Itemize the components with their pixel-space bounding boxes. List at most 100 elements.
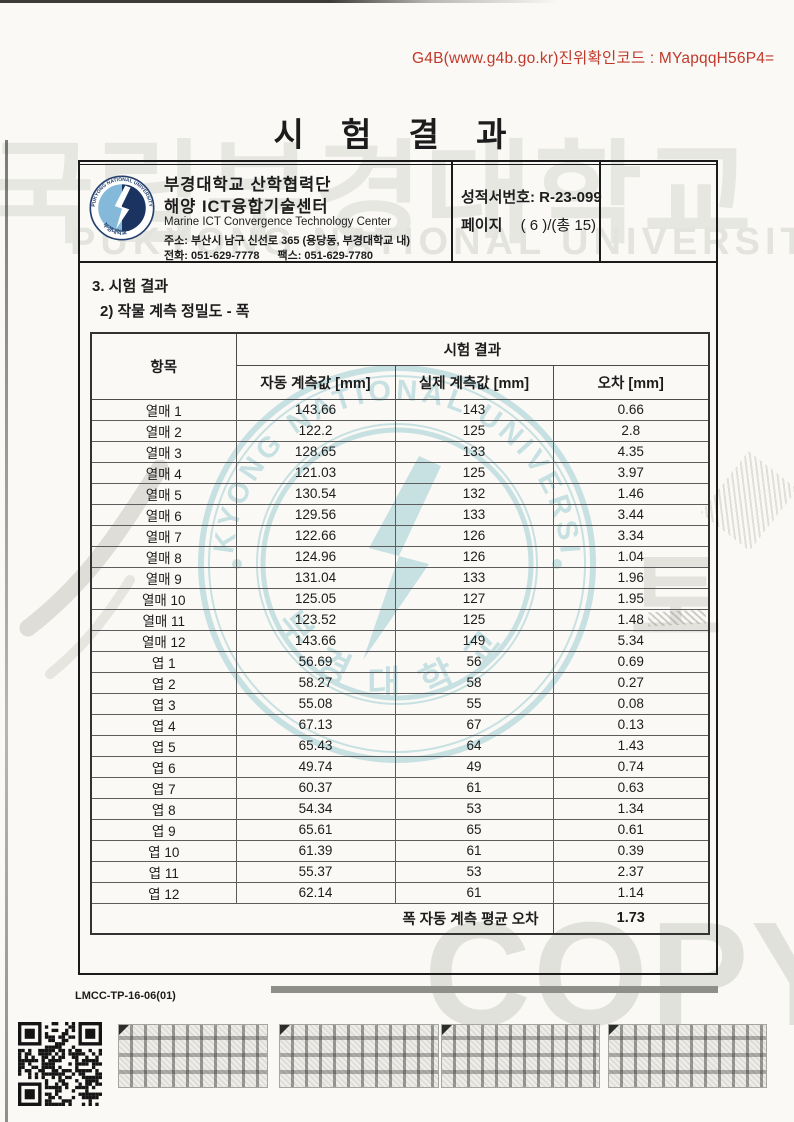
row-item-label: 엽 10 — [90, 839, 237, 862]
row-item-label: 열매 10 — [90, 587, 237, 610]
org-contact: 전화: 051-629-7778 팩스: 051-629-7780 — [164, 247, 391, 263]
report-frame: PUKYONG NATIONAL UNIVERSITY 부경대학교 부경대학교 … — [78, 160, 718, 975]
report-header: PUKYONG NATIONAL UNIVERSITY 부경대학교 부경대학교 … — [80, 162, 716, 263]
org-address: 주소: 부산시 남구 신선로 365 (용당동, 부경대학교 내) — [164, 234, 411, 247]
row-auto-value: 125.05 — [235, 587, 396, 610]
row-actual-value: 149 — [394, 629, 554, 652]
table-row: 열매 12 143.66 149 5.34 — [90, 629, 710, 652]
row-auto-value: 122.66 — [235, 524, 396, 547]
scan-edge-top — [0, 0, 560, 3]
table-row: 엽 12 62.14 61 1.14 — [90, 881, 710, 904]
row-item-label: 열매 1 — [90, 398, 237, 421]
row-item-label: 엽 5 — [90, 734, 237, 757]
row-error-value: 1.04 — [552, 545, 710, 568]
row-item-label: 엽 4 — [90, 713, 237, 736]
table-row: 엽 1 56.69 56 0.69 — [90, 650, 710, 673]
measurement-table-body: 열매 1 143.66 143 0.66 열매 2 122.2 125 2.8 … — [90, 398, 710, 904]
row-auto-value: 123.52 — [235, 608, 396, 631]
row-error-value: 5.34 — [552, 629, 710, 652]
report-number: 성적서번호: R-23-099 — [461, 189, 602, 206]
row-error-value: 2.8 — [552, 419, 710, 442]
page-indicator: 페이지 ( 6 )/(총 15) — [461, 217, 597, 234]
table-row: 엽 7 60.37 61 0.63 — [90, 776, 710, 799]
table-row: 열매 7 122.66 126 3.34 — [90, 524, 710, 547]
row-item-label: 엽 8 — [90, 797, 237, 820]
row-item-label: 열매 7 — [90, 524, 237, 547]
row-error-value: 4.35 — [552, 440, 710, 463]
row-actual-value: 133 — [394, 440, 554, 463]
row-error-value: 0.13 — [552, 713, 710, 736]
row-auto-value: 130.54 — [235, 482, 396, 505]
row-auto-value: 61.39 — [235, 839, 396, 862]
row-auto-value: 58.27 — [235, 671, 396, 694]
table-row: 엽 8 54.34 53 1.34 — [90, 797, 710, 820]
table-row: 열매 9 131.04 133 1.96 — [90, 566, 710, 589]
row-item-label: 엽 11 — [90, 860, 237, 883]
row-error-value: 1.48 — [552, 608, 710, 631]
row-actual-value: 56 — [394, 650, 554, 673]
row-actual-value: 133 — [394, 566, 554, 589]
row-error-value: 3.34 — [552, 524, 710, 547]
row-actual-value: 67 — [394, 713, 554, 736]
row-item-label: 엽 6 — [90, 755, 237, 778]
row-error-value: 0.66 — [552, 398, 710, 421]
table-row: 엽 11 55.37 53 2.37 — [90, 860, 710, 883]
barcode-pattern-3 — [441, 1024, 600, 1088]
row-error-value: 0.61 — [552, 818, 710, 841]
row-item-label: 열매 12 — [90, 629, 237, 652]
row-auto-value: 121.03 — [235, 461, 396, 484]
table-row: 열매 4 121.03 125 3.97 — [90, 461, 710, 484]
row-auto-value: 129.56 — [235, 503, 396, 526]
row-actual-value: 65 — [394, 818, 554, 841]
row-auto-value: 54.34 — [235, 797, 396, 820]
row-item-label: 엽 12 — [90, 881, 237, 904]
row-actual-value: 58 — [394, 671, 554, 694]
row-error-value: 0.63 — [552, 776, 710, 799]
section-subheading: 2) 작물 계측 정밀도 - 폭 — [100, 303, 250, 320]
table-row: 열매 10 125.05 127 1.95 — [90, 587, 710, 610]
barcode-pattern-1 — [118, 1024, 268, 1088]
row-actual-value: 61 — [394, 839, 554, 862]
row-error-value: 2.37 — [552, 860, 710, 883]
section-heading: 3. 시험 결과 — [92, 278, 169, 295]
table-row: 엽 6 49.74 49 0.74 — [90, 755, 710, 778]
row-item-label: 열매 4 — [90, 461, 237, 484]
row-auto-value: 55.37 — [235, 860, 396, 883]
row-actual-value: 64 — [394, 734, 554, 757]
summary-value: 1.73 — [552, 902, 710, 934]
row-error-value: 0.39 — [552, 839, 710, 862]
row-actual-value: 53 — [394, 860, 554, 883]
row-item-label: 엽 2 — [90, 671, 237, 694]
org-name-line2: 해양 ICT융합기술센터 — [164, 198, 329, 216]
header-divider-1 — [451, 162, 453, 261]
row-error-value: 0.69 — [552, 650, 710, 673]
row-item-label: 엽 1 — [90, 650, 237, 673]
row-item-label: 엽 7 — [90, 776, 237, 799]
row-actual-value: 55 — [394, 692, 554, 715]
table-row: 엽 2 58.27 58 0.27 — [90, 671, 710, 694]
row-auto-value: 60.37 — [235, 776, 396, 799]
row-actual-value: 132 — [394, 482, 554, 505]
row-auto-value: 49.74 — [235, 755, 396, 778]
row-auto-value: 56.69 — [235, 650, 396, 673]
column-header-actual: 실제 계측값 [mm] — [394, 364, 554, 400]
scan-edge-left — [5, 140, 8, 1122]
row-item-label: 엽 3 — [90, 692, 237, 715]
row-error-value: 0.08 — [552, 692, 710, 715]
table-row: 열매 5 130.54 132 1.46 — [90, 482, 710, 505]
row-error-value: 3.44 — [552, 503, 710, 526]
org-name-line1: 부경대학교 산학협력단 — [164, 176, 332, 194]
row-auto-value: 65.61 — [235, 818, 396, 841]
summary-row: 폭 자동 계측 평균 오차 1.73 — [90, 902, 710, 934]
table-row: 열매 11 123.52 125 1.48 — [90, 608, 710, 631]
row-actual-value: 127 — [394, 587, 554, 610]
row-item-label: 열매 9 — [90, 566, 237, 589]
row-item-label: 열매 11 — [90, 608, 237, 631]
row-actual-value: 61 — [394, 776, 554, 799]
row-actual-value: 133 — [394, 503, 554, 526]
column-header-auto: 자동 계측값 [mm] — [235, 364, 396, 400]
barcode-pattern-4 — [608, 1024, 767, 1088]
row-auto-value: 62.14 — [235, 881, 396, 904]
table-row: 엽 5 65.43 64 1.43 — [90, 734, 710, 757]
